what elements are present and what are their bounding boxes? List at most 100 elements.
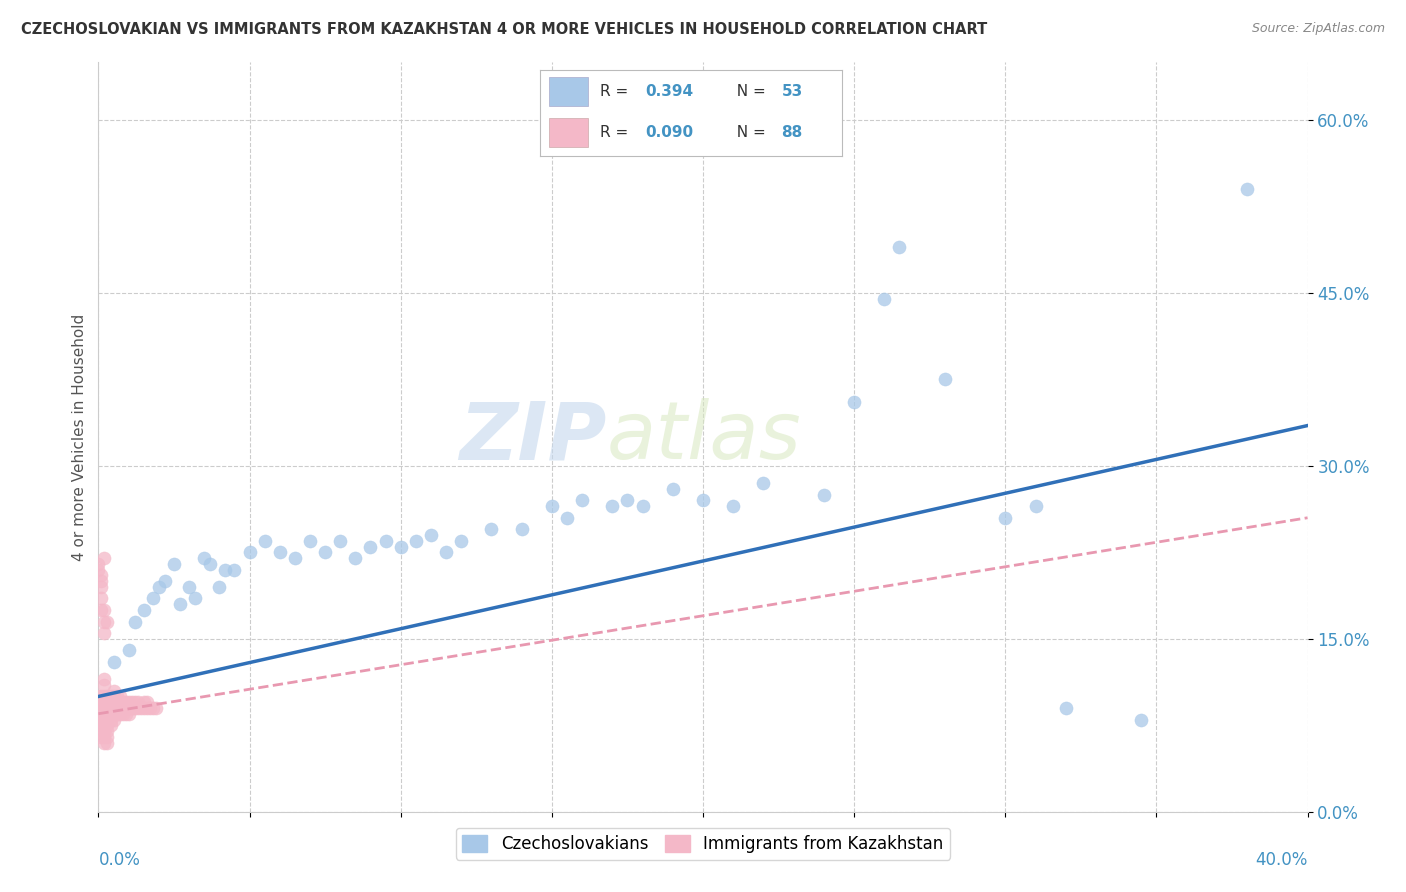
Text: CZECHOSLOVAKIAN VS IMMIGRANTS FROM KAZAKHSTAN 4 OR MORE VEHICLES IN HOUSEHOLD CO: CZECHOSLOVAKIAN VS IMMIGRANTS FROM KAZAK… [21,22,987,37]
Point [481,522,503,536]
Point [118,643,141,657]
Point [100,713,122,727]
Point [93,706,115,721]
Point [121,701,143,715]
Point [103,655,125,669]
Legend: Czechoslovakians, Immigrants from Kazakhstan: Czechoslovakians, Immigrants from Kazakh… [456,828,950,860]
Point [87,701,110,715]
Point [90,568,112,582]
Point [135,695,157,709]
Point [103,713,125,727]
Point [239,545,262,559]
Point [93,713,115,727]
Point [93,615,115,629]
Point [93,672,115,686]
Point [284,551,307,566]
Point [90,603,112,617]
Point [105,690,128,704]
Point [1054,701,1077,715]
Point [169,597,191,611]
Point [208,580,231,594]
Point [813,488,835,502]
Point [450,533,472,548]
Point [103,690,125,704]
Point [108,701,131,715]
Point [100,718,122,732]
Point [420,528,443,542]
Point [142,591,165,606]
Point [374,533,396,548]
Point [93,690,115,704]
Point [90,574,112,589]
Point [108,706,131,721]
Point [124,695,146,709]
Point [100,695,122,709]
Point [360,540,382,554]
Point [510,522,533,536]
Point [723,500,745,514]
Point [90,718,112,732]
Point [103,695,125,709]
Point [105,706,128,721]
Point [1130,713,1153,727]
Point [93,718,115,732]
Point [184,591,207,606]
Text: ZIP: ZIP [458,398,606,476]
Point [934,372,956,386]
Point [389,540,412,554]
Point [602,500,624,514]
Point [692,493,714,508]
Point [142,701,165,715]
Point [90,580,112,594]
Point [214,563,236,577]
Point [96,724,118,739]
Point [193,551,215,566]
Point [314,545,336,559]
Point [124,701,146,715]
Point [93,730,115,744]
Point [96,690,118,704]
Point [132,701,155,715]
Point [405,533,427,548]
Point [93,701,115,715]
Point [105,695,128,709]
Point [96,615,118,629]
Point [540,500,562,514]
Point [90,690,112,704]
Point [100,706,122,721]
Point [90,730,112,744]
Point [96,730,118,744]
Point [139,701,162,715]
Point [631,500,654,514]
Point [994,510,1017,524]
Point [118,695,141,709]
Point [616,493,638,508]
Point [103,706,125,721]
Point [555,510,578,524]
Point [87,557,110,571]
Point [108,695,131,709]
Point [145,701,167,715]
Point [114,706,136,721]
Text: Source: ZipAtlas.com: Source: ZipAtlas.com [1251,22,1385,36]
Point [87,690,110,704]
Point [100,690,122,704]
Point [90,591,112,606]
Point [844,395,866,409]
Point [253,533,276,548]
Point [118,706,141,721]
Point [124,615,146,629]
Point [163,557,186,571]
Point [87,695,110,709]
Point [179,580,201,594]
Point [111,706,134,721]
Point [873,292,896,306]
Point [93,695,115,709]
Point [1024,500,1046,514]
Point [752,476,775,491]
Point [93,603,115,617]
Text: 40.0%: 40.0% [1256,851,1308,869]
Point [93,551,115,566]
Point [96,706,118,721]
Point [118,701,141,715]
